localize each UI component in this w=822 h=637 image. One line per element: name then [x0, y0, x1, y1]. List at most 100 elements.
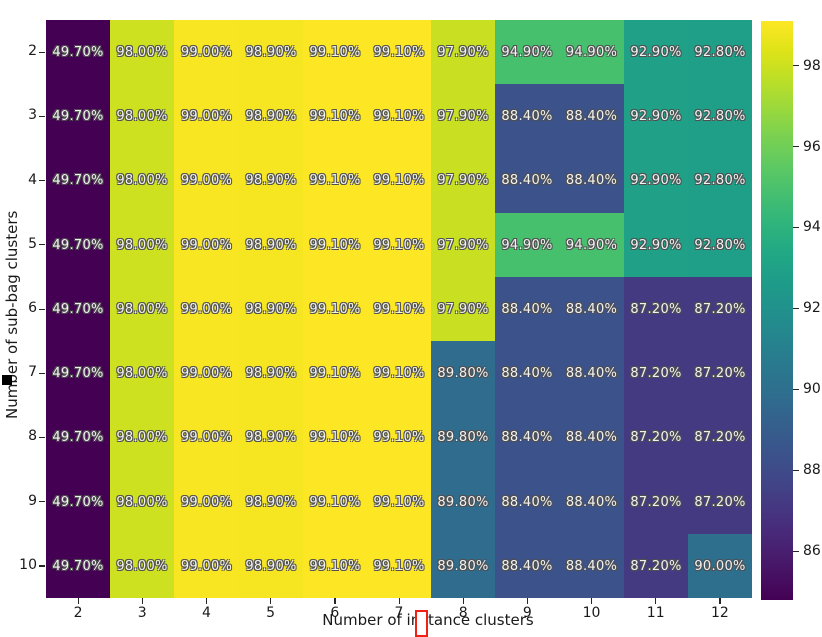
- cell-value-label: 88.40%: [565, 430, 618, 445]
- heatmap-cell: 99.10%: [303, 277, 367, 341]
- cell-value-label: 98.00%: [116, 494, 168, 510]
- heatmap-cell: 87.20%: [624, 405, 688, 470]
- heatmap-cell: 99.10%: [303, 470, 367, 534]
- heatmap-cell: 98.00%: [110, 341, 174, 405]
- y-tick-mark: [39, 565, 45, 567]
- colorbar-tick-mark: [793, 388, 799, 391]
- x-tick-mark: [719, 598, 721, 604]
- cell-value-label: 87.20%: [630, 365, 682, 381]
- cell-value-label: 92.80%: [694, 44, 746, 60]
- heatmap-cell: 99.00%: [174, 84, 239, 148]
- cell-value-label: 88.40%: [565, 173, 618, 188]
- heatmap-cell: 99.00%: [174, 20, 239, 84]
- cell-value-label: 92.80%: [694, 108, 746, 124]
- cell-value-label: 94.90%: [565, 44, 618, 60]
- y-tick-label: 9: [28, 492, 37, 509]
- heatmap-cell: 99.00%: [174, 405, 239, 470]
- cell-value-label: 88.40%: [501, 365, 553, 381]
- cell-value-label: 99.10%: [309, 494, 361, 510]
- heatmap-cell: 99.00%: [174, 148, 239, 213]
- cell-value-label: 99.10%: [309, 365, 361, 381]
- heatmap-cell: 49.70%: [46, 20, 110, 84]
- heatmap-cell: 92.90%: [624, 148, 688, 213]
- cell-value-label: 88.40%: [501, 173, 553, 188]
- x-tick-label: 12: [710, 605, 729, 621]
- cell-value-label: 49.70%: [52, 108, 104, 124]
- heatmap-cell: 88.40%: [559, 84, 624, 148]
- cell-value-label: 99.10%: [309, 237, 361, 253]
- cell-value-label: 89.80%: [437, 430, 489, 445]
- x-tick-label: 3: [137, 605, 147, 621]
- cell-value-label: 98.00%: [116, 365, 168, 381]
- cell-value-label: 49.70%: [52, 494, 104, 510]
- heatmap-cell: 99.10%: [367, 341, 431, 405]
- cell-value-label: 87.20%: [630, 301, 682, 317]
- cell-value-label: 98.00%: [116, 173, 168, 188]
- x-tick-mark: [526, 598, 529, 604]
- heatmap-cell: 94.90%: [559, 20, 624, 84]
- x-tick-label: 9: [522, 605, 532, 621]
- y-tick-label: 10: [19, 556, 37, 573]
- y-tick-label: 7: [28, 364, 37, 381]
- heatmap-cell: 92.90%: [624, 84, 688, 148]
- heatmap-cell: 99.10%: [367, 84, 431, 148]
- heatmap-cell: 97.90%: [431, 148, 495, 213]
- cell-value-label: 88.40%: [501, 430, 553, 445]
- cell-value-label: 87.20%: [630, 430, 682, 445]
- y-tick-mark: [39, 436, 45, 439]
- colorbar-tick-label: 86: [803, 543, 821, 560]
- heatmap-cell: 49.70%: [46, 405, 110, 470]
- heatmap-cell: 94.90%: [559, 213, 624, 277]
- cell-value-label: 89.80%: [437, 558, 489, 574]
- cell-value-label: 92.90%: [630, 237, 682, 253]
- x-tick-mark: [205, 598, 208, 604]
- y-tick-mark: [39, 51, 45, 53]
- cell-value-label: 99.10%: [309, 430, 361, 445]
- heatmap-cell: 88.40%: [495, 470, 559, 534]
- heatmap-cell: 99.10%: [303, 534, 367, 598]
- x-tick-mark: [270, 598, 272, 604]
- cell-value-label: 89.80%: [437, 365, 489, 381]
- heatmap-cell: 87.20%: [624, 277, 688, 341]
- y-tick-mark: [39, 372, 45, 374]
- cell-value-label: 98.00%: [116, 558, 168, 574]
- heatmap-cell: 88.40%: [495, 148, 559, 213]
- ylabel-cursor-artifact: [2, 375, 12, 385]
- colorbar-tick-mark: [793, 226, 799, 229]
- cell-value-label: 97.90%: [437, 44, 489, 60]
- cell-value-label: 49.70%: [52, 365, 104, 381]
- heatmap-cell: 88.40%: [495, 405, 559, 470]
- cell-value-label: 99.10%: [309, 558, 361, 574]
- heatmap-cell: 89.80%: [431, 534, 495, 598]
- cell-value-label: 87.20%: [630, 494, 682, 510]
- cell-value-label: 98.90%: [245, 365, 297, 381]
- heatmap-cell: 89.80%: [431, 405, 495, 470]
- cell-value-label: 97.90%: [437, 301, 489, 317]
- heatmap-cell: 88.40%: [559, 341, 624, 405]
- x-tick-label: 4: [201, 605, 211, 621]
- cell-value-label: 99.10%: [309, 301, 361, 317]
- cell-value-label: 98.90%: [245, 558, 297, 574]
- cell-value-label: 94.90%: [565, 237, 618, 253]
- cell-value-label: 98.90%: [245, 430, 297, 445]
- y-axis-label: Number of sub-bag clusters: [3, 211, 23, 419]
- cell-value-label: 87.20%: [630, 558, 682, 574]
- colorbar-tick-label: 90: [803, 381, 821, 398]
- heatmap-cell: 88.40%: [495, 534, 559, 598]
- heatmap-cell: 99.10%: [367, 20, 431, 84]
- heatmap-cell: 88.40%: [559, 534, 624, 598]
- cell-value-label: 97.90%: [437, 173, 489, 188]
- cell-value-label: 98.00%: [116, 237, 168, 253]
- xlabel-cursor-artifact: [415, 610, 428, 637]
- heatmap-cell: 49.70%: [46, 277, 110, 341]
- heatmap-cell: 99.10%: [367, 213, 431, 277]
- y-tick-label: 6: [28, 300, 37, 316]
- heatmap-cell: 87.20%: [624, 534, 688, 598]
- heatmap-cell: 97.90%: [431, 213, 495, 277]
- heatmap-cell: 98.00%: [110, 470, 174, 534]
- cell-value-label: 99.00%: [180, 44, 233, 60]
- heatmap-cell: 49.70%: [46, 534, 110, 598]
- y-tick-mark: [39, 308, 45, 310]
- heatmap-cell: 98.90%: [239, 20, 303, 84]
- heatmap-cell: 98.00%: [110, 148, 174, 213]
